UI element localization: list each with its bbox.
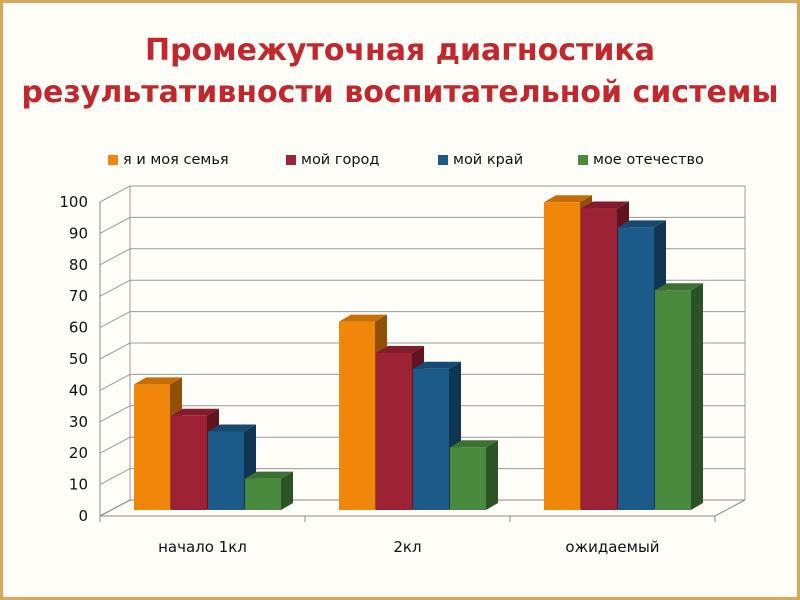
chart-y-tick-labels: 0 10 20 30 40 50 60 70 80 90 100 — [59, 193, 88, 525]
y-tick-label-10: 100 — [59, 193, 88, 211]
y-tick-label-6: 60 — [69, 319, 88, 337]
side-gridline-2 — [99, 436, 131, 454]
bar-front-1-0 — [339, 321, 375, 510]
side-gridline-6 — [99, 311, 131, 329]
x-category-label-1: 2кл — [393, 538, 421, 556]
side-gridline-3 — [99, 405, 131, 423]
bar-2-3 — [655, 283, 703, 510]
bar-front-2-1 — [581, 208, 617, 510]
bar-top-2-0 — [544, 195, 592, 203]
chart-legend: я и моя семья мой город мой край мое оте… — [0, 150, 800, 170]
bar-front-2-0 — [544, 202, 580, 510]
y-tick-label-5: 50 — [69, 350, 88, 368]
bar-top-1-1 — [376, 346, 424, 353]
legend-swatch-4 — [578, 155, 588, 165]
legend-label-2: мой город — [301, 152, 380, 168]
bar-side-1-3 — [486, 440, 498, 510]
x-category-label-2: ожидаемый — [565, 538, 659, 556]
side-gridline-7 — [99, 279, 131, 297]
bar-front-0-0 — [134, 384, 170, 510]
bar-top-0-2 — [208, 424, 256, 432]
legend-swatch-1 — [108, 155, 118, 165]
bar-top-0-3 — [245, 471, 293, 479]
chart-bars — [134, 195, 703, 510]
bar-top-0-1 — [171, 408, 219, 416]
legend-item-3: мой край — [438, 150, 523, 170]
bar-front-1-2 — [413, 368, 449, 510]
side-gridline-9 — [99, 216, 131, 234]
legend-swatch-2 — [286, 155, 296, 165]
bar-1-3 — [450, 440, 498, 510]
chart-title-line-2: результативности воспитательной системы — [21, 75, 779, 110]
bar-side-0-3 — [281, 471, 293, 510]
side-gridline-1 — [99, 468, 131, 486]
y-tick-label-0: 0 — [78, 507, 88, 525]
bar-side-2-3 — [691, 283, 703, 510]
bar-top-1-3 — [450, 440, 498, 448]
bar-top-2-3 — [655, 283, 703, 291]
y-tick-label-4: 40 — [69, 381, 88, 399]
chart-category-labels: начало 1кл 2кл ожидаемый — [158, 538, 659, 556]
bar-front-1-1 — [376, 353, 412, 510]
chart-title-line-1: Промежуточная диагностика — [144, 33, 656, 68]
legend-label-1: я и моя семья — [123, 152, 229, 168]
side-gridline-8 — [99, 248, 131, 266]
legend-item-1: я и моя семья — [108, 150, 229, 170]
side-gridline-4 — [99, 373, 131, 391]
y-tick-label-3: 30 — [69, 413, 88, 431]
side-gridline-5 — [99, 342, 131, 360]
bar-top-1-2 — [413, 361, 461, 369]
y-tick-label-1: 10 — [69, 476, 88, 494]
bar-front-1-3 — [450, 447, 486, 510]
y-tick-label-9: 90 — [69, 224, 88, 242]
legend-item-2: мой город — [286, 150, 379, 170]
bar-front-2-2 — [618, 227, 654, 510]
legend-label-4: мое отечество — [593, 152, 704, 168]
bar-0-3 — [245, 471, 293, 510]
y-tick-label-7: 70 — [69, 287, 88, 305]
bar-top-2-2 — [618, 220, 666, 228]
legend-item-4: мое отечество — [578, 150, 704, 170]
bar-front-0-3 — [245, 478, 281, 510]
bar-top-2-1 — [581, 201, 629, 209]
y-tick-label-2: 20 — [69, 444, 88, 462]
y-tick-label-8: 80 — [69, 256, 88, 274]
legend-swatch-3 — [438, 155, 448, 165]
x-category-label-0: начало 1кл — [158, 538, 247, 556]
bar-top-0-0 — [134, 377, 182, 385]
legend-label-3: мой край — [453, 152, 524, 168]
bar-0-2 — [208, 424, 256, 510]
bar-front-2-3 — [655, 290, 691, 510]
bar-front-0-2 — [208, 431, 244, 510]
side-gridline-10 — [99, 185, 131, 203]
bar-top-1-0 — [339, 314, 387, 322]
chart-title: Промежуточная диагностика результативнос… — [0, 30, 800, 114]
bar-front-0-1 — [171, 415, 207, 510]
